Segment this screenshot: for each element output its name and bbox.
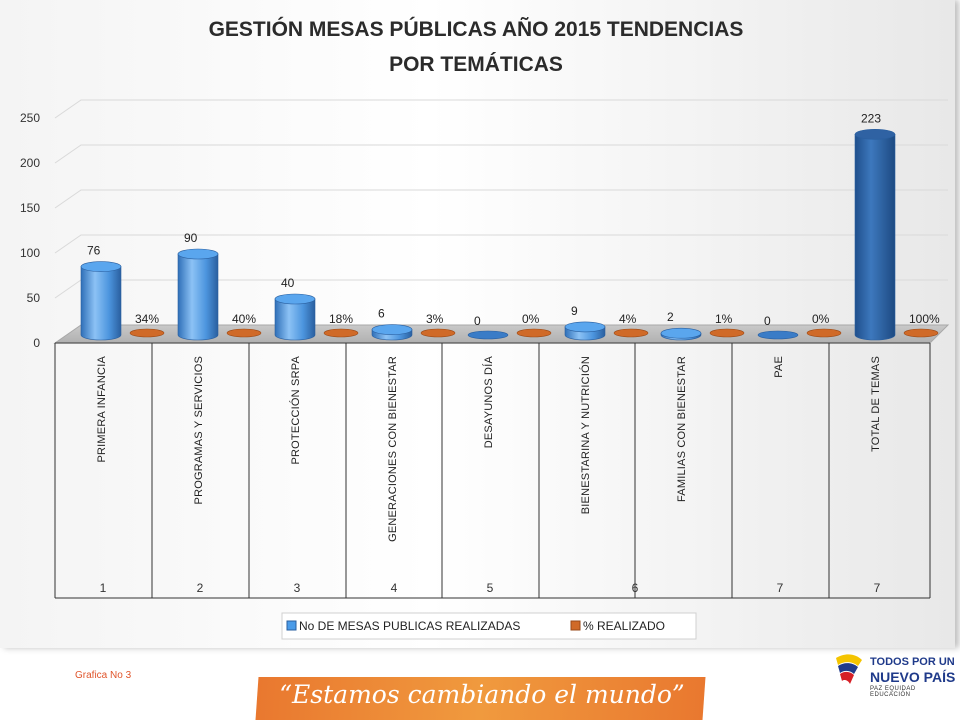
chart-title: GESTIÓN MESAS PÚBLICAS AÑO 2015 TENDENCI…: [209, 17, 744, 76]
category-label: DESAYUNOS DÍA: [482, 356, 495, 449]
category-group-number: 1: [100, 581, 107, 595]
category-label: PRIMERA INFANCIA: [96, 356, 108, 463]
y-tick-label: 50: [27, 291, 41, 305]
gridlines: [54, 99, 948, 299]
gridline: [54, 189, 948, 209]
bars: [80, 129, 939, 341]
colombia-flag-icon: [836, 654, 862, 684]
bar-mesas-realizadas: [757, 330, 799, 340]
y-tick-label: 200: [20, 156, 40, 170]
data-label-mesas: 76: [87, 244, 101, 258]
bar-mesas-top: [371, 324, 413, 335]
chart-title-line-2: POR TEMÁTICAS: [389, 53, 563, 76]
legend-label-mesas: No DE MESAS PUBLICAS REALIZADAS: [299, 619, 520, 633]
legend-swatch-porcentaje: [570, 620, 581, 631]
category-group-number: 7: [874, 581, 881, 595]
data-label-porcentaje: 4%: [619, 312, 637, 326]
bar-mesas-top: [177, 248, 219, 260]
bar-porcentaje-realizado: [420, 328, 456, 338]
category-group-number: 4: [391, 581, 398, 595]
bar-porcentaje-realizado: [226, 328, 262, 338]
data-label-mesas: 90: [184, 231, 198, 245]
bar-mesas-top: [564, 321, 606, 333]
bar-mesas-realizadas: [80, 266, 122, 341]
category-label: PROTECCIÓN SRPA: [289, 356, 302, 465]
data-label-porcentaje: 100%: [909, 312, 940, 326]
bar-mesas-realizadas: [177, 253, 219, 341]
gridline: [54, 144, 948, 164]
category-group-number: 5: [487, 581, 494, 595]
data-label-porcentaje: 18%: [329, 312, 353, 326]
bar-porcentaje-realizado: [323, 328, 359, 338]
government-logo: TODOS POR UN NUEVO PAÍS PAZ EQUIDAD EDUC…: [832, 650, 957, 712]
data-label-mesas: 2: [667, 310, 674, 324]
bar-mesas-top: [80, 261, 122, 272]
category-group-number: 2: [197, 581, 204, 595]
category-group-number: 6: [632, 581, 639, 595]
category-axis: PRIMERA INFANCIA PROGRAMAS Y SERVICIOS PRO…: [54, 343, 931, 599]
bar-mesas-realizadas: [274, 298, 316, 341]
category-label: FAMILIAS CON BIENESTAR: [676, 356, 688, 502]
bar-porcentaje-realizado: [806, 328, 842, 338]
bar-mesas-top: [854, 129, 896, 140]
legend-label-porcentaje: % REALIZADO: [583, 619, 665, 633]
bar-porcentaje-realizado: [709, 328, 745, 338]
logo-text-line-1: TODOS POR UN: [870, 656, 955, 668]
bar-porcentaje-realizado: [129, 328, 165, 338]
data-label-porcentaje: 1%: [715, 312, 733, 326]
chart-title-line-1: GESTIÓN MESAS PÚBLICAS AÑO 2015 TENDENCI…: [209, 17, 744, 41]
data-labels: 76 34% 90 40% 40 18% 6 3% 0 0% 9 4% 2 1% 0 0% 223 100%: [87, 111, 940, 328]
data-label-porcentaje: 0%: [522, 312, 540, 326]
data-label-porcentaje: 0%: [812, 312, 830, 326]
data-label-porcentaje: 3%: [426, 312, 444, 326]
category-label: BIENESTARINA Y NUTRICIÓN: [579, 356, 592, 514]
bar-mesas-realizadas: [467, 330, 509, 340]
data-label-mesas: 0: [474, 314, 481, 328]
bar-porcentaje-realizado: [613, 328, 649, 338]
slogan-text: “Estamos cambiando el mundo”: [279, 680, 685, 709]
legend-swatch-mesas: [286, 620, 297, 631]
bar-mesas-realizadas: [854, 134, 896, 341]
category-group-number: 7: [777, 581, 784, 595]
category-group-number: 3: [294, 581, 301, 595]
y-tick-label: 0: [33, 336, 40, 350]
gridline: [54, 234, 948, 254]
data-label-mesas: 6: [378, 307, 385, 321]
bar-mesas-top: [274, 293, 316, 305]
data-label-mesas: 40: [281, 276, 295, 290]
logo-text-line-2: NUEVO PAÍS: [870, 669, 956, 685]
data-label-mesas: 0: [764, 314, 771, 328]
logo-text-line-3: PAZ EQUIDAD EDUCACIÓN: [870, 686, 916, 698]
bar-mesas-top: [660, 327, 702, 339]
bar-porcentaje-realizado: [516, 328, 552, 338]
bar-porcentaje-realizado: [903, 328, 939, 338]
y-axis: 0 50 100 150 200 250: [20, 111, 40, 350]
category-label: PAE: [773, 356, 785, 378]
y-tick-label: 250: [20, 111, 40, 125]
data-label-porcentaje: 40%: [232, 312, 256, 326]
data-label-mesas: 223: [861, 111, 881, 125]
y-tick-label: 100: [20, 246, 40, 260]
legend-box: [281, 612, 697, 640]
chart-panel: GESTIÓN MESAS PÚBLICAS AÑO 2015 TENDENCI…: [0, 0, 955, 648]
legend: No DE MESAS PUBLICAS REALIZADAS % REALIZ…: [281, 612, 697, 640]
chart-svg: GESTIÓN MESAS PÚBLICAS AÑO 2015 TENDENCI…: [20, 17, 950, 640]
y-tick-label: 150: [20, 201, 40, 215]
category-label: GENERACIONES CON BIENESTAR: [387, 356, 399, 542]
data-label-porcentaje: 34%: [135, 312, 159, 326]
category-label: PROGRAMAS Y SERVICIOS: [193, 356, 205, 504]
data-label-mesas: 9: [571, 304, 578, 318]
figure-caption: Grafica No 3: [75, 670, 132, 681]
category-label: TOTAL DE TEMAS: [870, 356, 882, 452]
gridline: [54, 99, 948, 119]
